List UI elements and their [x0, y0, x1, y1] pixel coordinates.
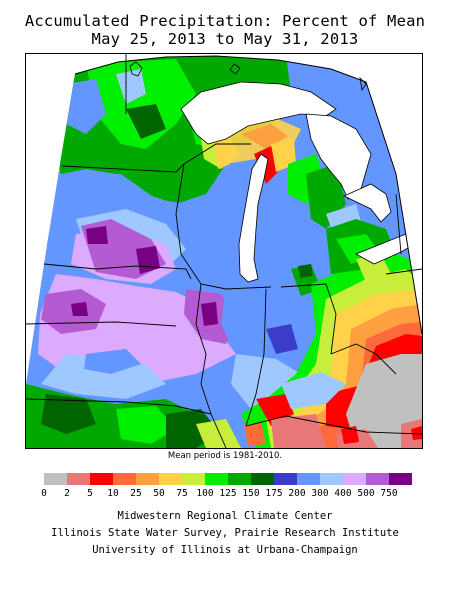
- legend-tick-label: 750: [380, 488, 398, 499]
- legend-swatch: [205, 473, 228, 485]
- date-range-subtitle: May 25, 2013 to May 31, 2013: [91, 30, 359, 48]
- legend-swatch: [136, 473, 159, 485]
- legend-swatch: [251, 473, 274, 485]
- state-borders: [26, 54, 422, 448]
- precipitation-map: [25, 53, 423, 449]
- legend-tick-label: 300: [311, 488, 329, 499]
- mean-period-note: Mean period is 1981-2010.: [167, 451, 283, 461]
- great-lakes: [180, 81, 422, 283]
- legend-swatch: [113, 473, 136, 485]
- map-outline: [74, 55, 422, 335]
- legend-tick-label: 500: [357, 488, 375, 499]
- legend-swatch: [44, 473, 67, 485]
- legend-tick-label: 25: [130, 488, 142, 499]
- legend-swatch: [90, 473, 113, 485]
- legend-swatch: [274, 473, 297, 485]
- legend-tick-label: 400: [334, 488, 352, 499]
- legend-swatch: [182, 473, 205, 485]
- legend-swatch: [320, 473, 343, 485]
- north-shore-islands: [129, 61, 367, 92]
- legend-swatch: [159, 473, 182, 485]
- legend-tick-label: 175: [265, 488, 283, 499]
- legend-swatch: [389, 473, 412, 485]
- legend-tick-label: 150: [242, 488, 260, 499]
- legend-tick-label: 125: [219, 488, 237, 499]
- legend-tick-label: 10: [107, 488, 119, 499]
- legend-tick-label: 100: [196, 488, 214, 499]
- color-legend: [44, 473, 412, 485]
- map-title: Accumulated Precipitation: Percent of Me…: [24, 12, 426, 30]
- legend-tick-label: 200: [288, 488, 306, 499]
- legend-tick-label: 75: [176, 488, 188, 499]
- legend-tick-label: 50: [153, 488, 165, 499]
- legend-swatch: [343, 473, 366, 485]
- legend-swatch: [67, 473, 90, 485]
- legend-tick-label: 0: [41, 488, 47, 499]
- legend-swatch: [297, 473, 320, 485]
- precip-field: [26, 56, 422, 448]
- credit-line-1: Midwestern Regional Climate Center: [117, 510, 333, 522]
- legend-swatch: [228, 473, 251, 485]
- legend-labels: 0 2 5 10 25 50 75 100 125 150 175 200 300 400 500 750: [0, 488, 450, 500]
- legend-tick-label: 5: [87, 488, 93, 499]
- legend-swatch: [366, 473, 389, 485]
- legend-tick-label: 2: [64, 488, 70, 499]
- credit-line-3: University of Illinois at Urbana-Champai…: [92, 544, 358, 556]
- credit-line-2: Illinois State Water Survey, Prairie Res…: [51, 527, 399, 539]
